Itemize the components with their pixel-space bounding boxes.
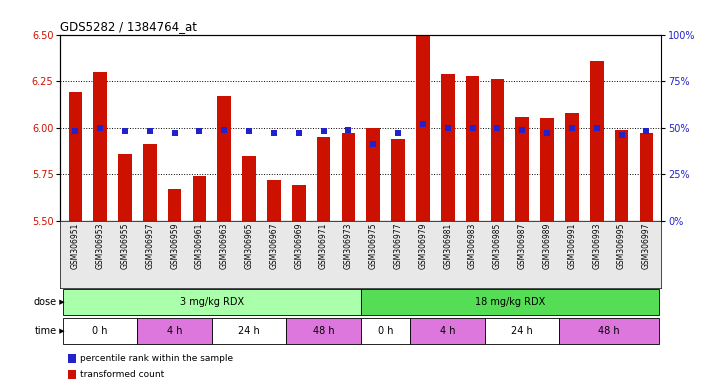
Text: ▶: ▶ — [57, 328, 65, 334]
Point — [318, 128, 329, 134]
Bar — [560, 318, 659, 344]
Text: GSM306955: GSM306955 — [120, 223, 129, 269]
Text: 0 h: 0 h — [92, 326, 108, 336]
Bar — [366, 127, 380, 221]
Bar — [93, 72, 107, 221]
Text: GSM306981: GSM306981 — [443, 223, 452, 269]
Bar — [292, 185, 306, 221]
Point — [293, 130, 304, 136]
Bar — [63, 318, 137, 344]
Text: GSM306985: GSM306985 — [493, 223, 502, 269]
Text: GSM306979: GSM306979 — [418, 223, 427, 269]
Text: 18 mg/kg RDX: 18 mg/kg RDX — [475, 297, 545, 307]
Point — [119, 128, 131, 134]
Text: GSM306951: GSM306951 — [71, 223, 80, 269]
Text: 48 h: 48 h — [598, 326, 620, 336]
Bar — [218, 96, 231, 221]
Text: dose: dose — [33, 297, 57, 308]
Text: GSM306989: GSM306989 — [542, 223, 552, 269]
Point — [467, 125, 479, 131]
Bar — [143, 144, 156, 221]
Bar — [360, 318, 410, 344]
Text: 4 h: 4 h — [440, 326, 456, 336]
Point — [516, 126, 528, 132]
Text: GSM306977: GSM306977 — [394, 223, 402, 269]
Point — [144, 128, 156, 134]
Bar — [565, 113, 579, 221]
Text: GSM306993: GSM306993 — [592, 223, 602, 269]
Bar — [137, 318, 212, 344]
Point — [169, 130, 181, 136]
Text: GSM306961: GSM306961 — [195, 223, 204, 269]
Point — [541, 130, 552, 136]
Text: GSM306973: GSM306973 — [344, 223, 353, 269]
Point — [243, 128, 255, 134]
Point — [392, 130, 404, 136]
Point — [442, 125, 454, 131]
Bar — [341, 133, 356, 221]
Bar — [590, 61, 604, 221]
Bar — [485, 318, 560, 344]
Bar — [466, 76, 479, 221]
Text: 3 mg/kg RDX: 3 mg/kg RDX — [180, 297, 244, 307]
Text: GSM306959: GSM306959 — [170, 223, 179, 269]
Point — [566, 125, 577, 131]
Point — [343, 126, 354, 132]
Text: percentile rank within the sample: percentile rank within the sample — [80, 354, 232, 363]
Text: GSM306963: GSM306963 — [220, 223, 229, 269]
Point — [368, 141, 379, 147]
Bar — [317, 137, 331, 221]
Text: 24 h: 24 h — [511, 326, 533, 336]
Bar — [360, 290, 659, 315]
Point — [616, 132, 627, 138]
Bar — [212, 318, 287, 344]
Bar — [515, 116, 529, 221]
Bar — [193, 176, 206, 221]
Bar — [242, 156, 256, 221]
Point — [268, 130, 279, 136]
Bar — [267, 180, 281, 221]
Text: transformed count: transformed count — [80, 370, 164, 379]
Bar — [118, 154, 132, 221]
Bar — [540, 118, 554, 221]
Text: ▶: ▶ — [57, 300, 65, 305]
Point — [641, 128, 652, 134]
Text: GSM306965: GSM306965 — [245, 223, 254, 269]
Text: GSM306957: GSM306957 — [145, 223, 154, 269]
Text: GSM306995: GSM306995 — [617, 223, 626, 269]
Bar — [615, 129, 629, 221]
Text: 48 h: 48 h — [313, 326, 334, 336]
Point — [417, 121, 429, 127]
Text: GSM306975: GSM306975 — [369, 223, 378, 269]
Text: GDS5282 / 1384764_at: GDS5282 / 1384764_at — [60, 20, 198, 33]
Bar — [168, 189, 181, 221]
Text: GSM306987: GSM306987 — [518, 223, 527, 269]
Point — [218, 126, 230, 132]
Text: 0 h: 0 h — [378, 326, 393, 336]
Bar — [410, 318, 485, 344]
Text: 24 h: 24 h — [238, 326, 260, 336]
Text: GSM306953: GSM306953 — [96, 223, 105, 269]
Bar — [63, 290, 360, 315]
Text: GSM306967: GSM306967 — [269, 223, 279, 269]
Text: GSM306991: GSM306991 — [567, 223, 577, 269]
Bar — [441, 74, 454, 221]
Text: time: time — [35, 326, 57, 336]
Point — [70, 128, 81, 134]
Bar — [416, 36, 429, 221]
Bar — [287, 318, 360, 344]
Point — [95, 125, 106, 131]
Point — [591, 125, 602, 131]
Bar — [639, 133, 653, 221]
Bar — [391, 139, 405, 221]
Text: GSM306971: GSM306971 — [319, 223, 328, 269]
Bar — [68, 92, 82, 221]
Text: GSM306983: GSM306983 — [468, 223, 477, 269]
Point — [194, 128, 205, 134]
Text: GSM306997: GSM306997 — [642, 223, 651, 269]
Text: GSM306969: GSM306969 — [294, 223, 304, 269]
Bar — [491, 79, 504, 221]
Point — [492, 125, 503, 131]
Text: 4 h: 4 h — [167, 326, 183, 336]
